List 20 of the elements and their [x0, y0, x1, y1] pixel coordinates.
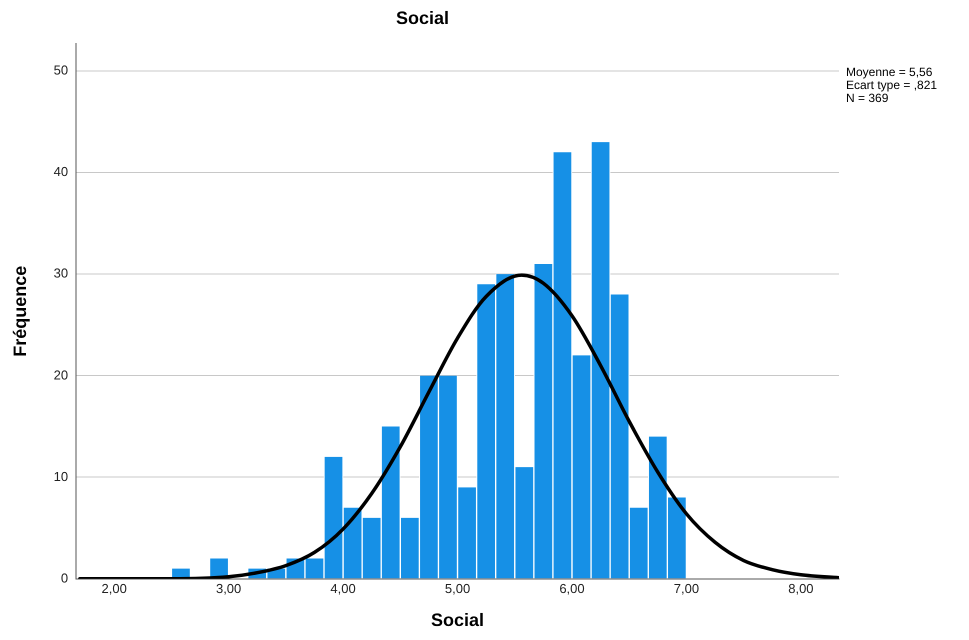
- x-axis-title: Social: [431, 610, 484, 630]
- line-series: [78, 273, 839, 579]
- x-tick-label: 5,00: [444, 581, 470, 596]
- y-tick-label: 10: [54, 468, 68, 484]
- x-tick-label: 2,00: [102, 581, 127, 596]
- x-tick-label: 7,00: [674, 581, 700, 596]
- y-tick-label: 50: [54, 62, 68, 78]
- text: Ecart type = ,821: [846, 78, 938, 92]
- x-tick-label: 4,00: [330, 581, 356, 596]
- text: N = 369: [846, 91, 888, 105]
- x-tick-label: 8,00: [788, 581, 814, 596]
- y-tick-label: 20: [54, 367, 68, 382]
- y-tick-label: 0: [60, 570, 68, 586]
- x-tick-label: 6,00: [559, 581, 585, 596]
- y-tick-label: 30: [54, 266, 68, 281]
- text: Moyenne = 5,56: [846, 65, 934, 79]
- x-tick-label: 3,00: [216, 581, 242, 596]
- y-tick-label: 40: [54, 164, 68, 180]
- y-axis-title: Fréquence: [10, 266, 30, 357]
- chart-title: Social: [396, 8, 450, 28]
